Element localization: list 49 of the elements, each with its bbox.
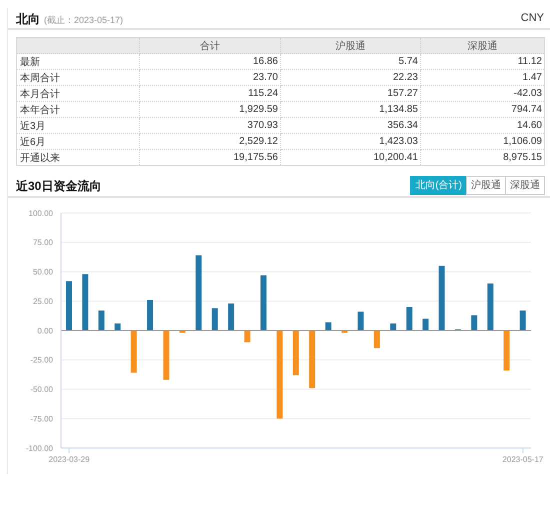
text: 10,200.41 — [374, 152, 418, 163]
text: 115.24 — [248, 88, 278, 99]
category-label: 本周合计 — [20, 72, 60, 84]
y-tick-label: -100.00 — [26, 444, 54, 453]
text: 16.86 — [252, 56, 278, 67]
y-tick-label: 100.00 — [28, 208, 54, 218]
text: -42.03 — [514, 88, 542, 99]
category-label: 开通以来 — [20, 152, 60, 164]
category-label: 沪股通 — [280, 38, 420, 54]
text: 794.74 — [511, 104, 542, 115]
text: 1,423.03 — [379, 136, 418, 147]
y-tick-label: -75.00 — [30, 414, 54, 424]
text: 8,975.15 — [503, 152, 542, 163]
y-tick-label: 50.00 — [32, 268, 54, 277]
y-tick-label: 25.00 — [32, 296, 54, 306]
text: (截止：2023-05-17) — [44, 15, 124, 25]
text: 370.93 — [247, 120, 278, 131]
tab-button: 深股通 — [505, 176, 545, 195]
text: 11.12 — [518, 56, 542, 67]
category-label: 合计 — [140, 38, 280, 54]
y-tick-label: 0.00 — [37, 326, 54, 336]
text: 5.74 — [398, 56, 418, 67]
category-label: 本年合计 — [20, 104, 60, 116]
text: 2,529.12 — [239, 136, 278, 147]
text: 356.34 — [387, 120, 418, 131]
text: 1,929.59 — [239, 104, 278, 115]
text: 14.60 — [516, 120, 542, 131]
text: 19,175.56 — [234, 152, 278, 163]
tab-button: 北向(合计) — [410, 176, 467, 195]
tab-button: 沪股通 — [466, 176, 506, 195]
y-tick-label: 75.00 — [32, 238, 54, 248]
x-tick-label: 2023-05-17 — [502, 455, 544, 464]
text: 23.70 — [252, 72, 278, 83]
category-label: 最新 — [20, 56, 40, 68]
text: 22.23 — [392, 72, 418, 83]
category-label: 近6月 — [20, 136, 46, 148]
y-tick-label: -25.00 — [30, 356, 54, 365]
y-tick-label: -50.00 — [30, 385, 54, 394]
chart-title: 近30日资金流向 — [16, 178, 102, 195]
text: CNY — [520, 12, 544, 24]
text: 1,134.85 — [379, 104, 418, 115]
text: 1.47 — [522, 72, 542, 83]
category-label: 深股通 — [420, 38, 544, 54]
x-tick-label: 2023-03-29 — [48, 455, 90, 464]
text: 北向 — [16, 12, 40, 26]
category-label: 本月合计 — [20, 88, 60, 100]
category-label: 近3月 — [20, 120, 46, 132]
text: 157.27 — [387, 88, 418, 99]
text: 1,106.09 — [503, 136, 542, 147]
